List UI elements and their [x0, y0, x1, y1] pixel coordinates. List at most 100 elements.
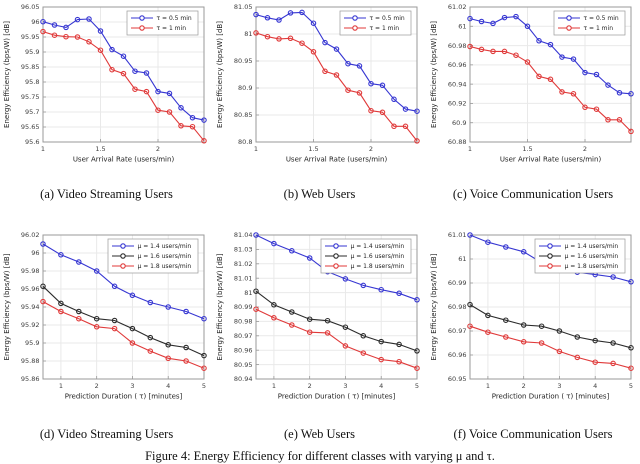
chart-b-plot: 1 1.5 2 80.8 80.85 80.9 80.95 81 81.05 User Arriv…: [216, 3, 420, 164]
svg-text:95.85: 95.85: [21, 63, 40, 71]
svg-text:5: 5: [202, 382, 206, 390]
tick-labels: 1 2 3 4 5 95.86 95.88 95.9 95.92 95.94 95.96 95.98 9…: [21, 231, 206, 390]
svg-text:81.05: 81.05: [234, 3, 253, 11]
legend: τ = 0.5 min τ = 1 min: [126, 10, 199, 36]
series-blue: [466, 13, 634, 97]
series-red: [253, 306, 420, 371]
y-axis-label: Energy Efficiency (bps/W) [dB]: [216, 253, 224, 360]
svg-text:4: 4: [379, 382, 383, 390]
legend: μ = 1.4 users/min μ = 1.6 users/min μ = 1.…: [107, 238, 199, 274]
svg-text:1: 1: [254, 145, 258, 153]
legend-label: τ = 1 min: [157, 25, 187, 32]
svg-text:1: 1: [59, 382, 63, 390]
svg-text:60.98: 60.98: [447, 303, 466, 311]
svg-text:1: 1: [467, 145, 471, 153]
y-axis-label: Energy Efficiency (bps/W) [dB]: [216, 21, 224, 128]
series-red: [40, 28, 207, 144]
legend: μ = 1.4 users/min μ = 1.6 users/min μ = 1.…: [534, 238, 625, 274]
svg-text:60.88: 60.88: [447, 138, 466, 146]
legend-label: μ = 1.6 users/min: [351, 253, 405, 260]
svg-text:1: 1: [485, 382, 489, 390]
svg-text:81.01: 81.01: [234, 274, 253, 282]
svg-text:4: 4: [593, 382, 597, 390]
subplot-c-caption: (c) Voice Communication Users: [452, 187, 614, 201]
legend: τ = 0.5 min τ = 1 min: [339, 10, 412, 36]
subplot-c: 1 1.5 2 60.88 60.9 60.92 60.94 60.96 60.98 61 61.0…: [426, 0, 640, 212]
legend-label: μ = 1.4 users/min: [138, 243, 192, 250]
axes-box: [42, 6, 205, 143]
tick-labels: 1 1.5 2 60.88 60.9 60.92 60.94 60.96 60.98 61 61.0…: [447, 3, 586, 153]
subplot-d-caption: (d) Video Streaming Users: [39, 427, 174, 441]
y-axis-label: Energy Efficiency (bps/W) [dB]: [3, 253, 11, 360]
chart-f-plot: 1 2 3 4 5 60.95 60.96 60.97 60.98 60.99 61 61.01 Pre…: [430, 231, 634, 401]
svg-text:81.04: 81.04: [234, 231, 253, 239]
svg-text:95.88: 95.88: [21, 357, 40, 365]
svg-text:2: 2: [521, 382, 525, 390]
subplot-d: 1 2 3 4 5 95.86 95.88 95.9 95.92 95.94 95.96 95.98 9…: [0, 212, 213, 442]
axes-box: [255, 6, 418, 143]
tick-labels: 1 1.5 2 80.8 80.85 80.9 80.95 81 81.05: [234, 3, 373, 153]
y-axis-label: Energy Efficiency (bps/W) [dB]: [3, 21, 11, 128]
series-black: [466, 301, 634, 351]
svg-text:80.95: 80.95: [234, 57, 253, 65]
legend-box: [126, 10, 199, 36]
svg-text:95.8: 95.8: [25, 78, 39, 86]
svg-text:80.98: 80.98: [234, 318, 253, 326]
series-black: [40, 283, 207, 359]
figure-caption: Figure 4: Energy Efficiency for differen…: [145, 449, 495, 463]
legend: τ = 0.5 min τ = 1 min: [553, 10, 625, 36]
chart-d-plot: 1 2 3 4 5 95.86 95.88 95.9 95.92 95.94 95.96 95.98 9…: [3, 231, 207, 401]
svg-text:80.97: 80.97: [234, 332, 253, 340]
legend-label: μ = 1.4 users/min: [564, 243, 618, 250]
y-axis-label: Energy Efficiency (bps/W) [dB]: [430, 21, 438, 128]
legend: μ = 1.4 users/min μ = 1.6 users/min μ = 1.…: [320, 238, 412, 274]
chart-c-canvas: 1 1.5 2 60.88 60.9 60.92 60.94 60.96 60.98 61 61.0…: [427, 0, 640, 177]
subplot-b: 1 1.5 2 80.8 80.85 80.9 80.95 81 81.05 User Arriv…: [213, 0, 426, 212]
chart-b-canvas: 1 1.5 2 80.8 80.85 80.9 80.95 81 81.05 User Arriv…: [213, 0, 426, 177]
chart-e-canvas: 1 2 3 4 5 80.94 80.95 80.96 80.97 80.98 80.99 81 81.…: [213, 229, 426, 414]
x-axis-label: User Arrival Rate (users/min): [286, 156, 388, 164]
svg-text:95.9: 95.9: [25, 339, 39, 347]
svg-text:60.96: 60.96: [447, 61, 466, 69]
svg-text:95.6: 95.6: [25, 138, 39, 146]
svg-text:60.9: 60.9: [452, 119, 466, 127]
series-blue: [253, 9, 420, 114]
legend-label: μ = 1.6 users/min: [564, 253, 618, 260]
svg-text:81.02: 81.02: [234, 260, 253, 268]
y-axis-label: Energy Efficiency (bps/W) [dB]: [430, 253, 438, 360]
subplot-a: 1 1.5 2 95.6 95.65 95.7 95.75 95.8 95.85 95.9 95.9…: [0, 0, 213, 212]
legend-label: τ = 0.5 min: [583, 15, 618, 22]
legend-label: τ = 0.5 min: [370, 15, 405, 22]
svg-text:95.98: 95.98: [21, 267, 40, 275]
svg-text:95.9: 95.9: [25, 48, 39, 56]
x-axis-label: Prediction Duration ( τ) [minutes]: [278, 393, 396, 401]
x-axis-label: User Arrival Rate (users/min): [499, 156, 601, 164]
series-blue: [40, 241, 207, 322]
svg-text:96: 96: [31, 249, 39, 257]
svg-text:61.02: 61.02: [447, 3, 466, 11]
svg-text:61.01: 61.01: [447, 231, 466, 239]
chart-d-canvas: 1 2 3 4 5 95.86 95.88 95.9 95.92 95.94 95.96 95.98 9…: [0, 229, 213, 414]
svg-text:81: 81: [244, 289, 252, 297]
axes-box: [469, 6, 631, 143]
series-blue: [40, 16, 207, 123]
tick-labels: 1 2 3 4 5 60.95 60.96 60.97 60.98 60.99 61 61.01: [447, 231, 632, 390]
subplot-e-caption: (e) Web Users: [284, 427, 355, 441]
legend-label: μ = 1.6 users/min: [138, 253, 192, 260]
subplot-grid: 1 1.5 2 95.6 95.65 95.7 95.75 95.8 95.85 95.9 95.9…: [0, 0, 640, 442]
chart-c-plot: 1 1.5 2 60.88 60.9 60.92 60.94 60.96 60.98 61 61.0…: [430, 3, 634, 164]
chart-f-canvas: 1 2 3 4 5 60.95 60.96 60.97 60.98 60.99 61 61.01 Pre…: [427, 229, 640, 414]
series-red: [466, 323, 634, 371]
series-red: [466, 43, 634, 135]
svg-text:5: 5: [628, 382, 632, 390]
svg-text:80.95: 80.95: [234, 361, 253, 369]
series-blue: [253, 232, 420, 303]
svg-text:80.96: 80.96: [234, 346, 253, 354]
svg-text:95.95: 95.95: [21, 33, 40, 41]
svg-text:60.97: 60.97: [447, 327, 466, 335]
legend-box: [553, 10, 625, 36]
svg-text:3: 3: [343, 382, 347, 390]
svg-text:60.96: 60.96: [447, 351, 466, 359]
legend-label: τ = 1 min: [583, 25, 613, 32]
svg-text:60.95: 60.95: [447, 375, 466, 383]
